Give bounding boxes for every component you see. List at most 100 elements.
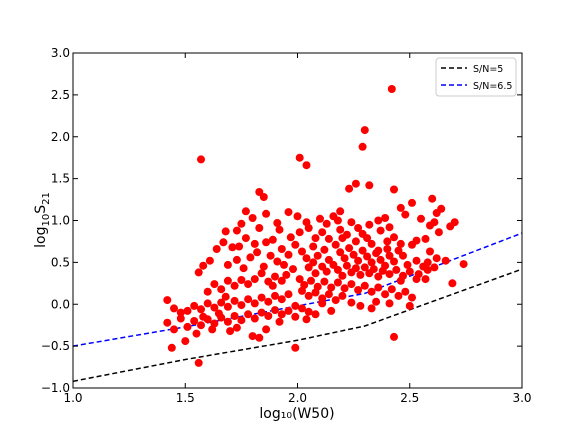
data-point bbox=[459, 260, 468, 269]
data-point bbox=[354, 224, 363, 232]
data-point bbox=[304, 307, 313, 316]
data-point bbox=[322, 267, 331, 276]
data-point bbox=[255, 333, 264, 342]
data-point bbox=[399, 251, 407, 260]
data-point bbox=[241, 207, 250, 216]
data-point bbox=[291, 343, 300, 352]
data-point bbox=[396, 203, 405, 212]
data-point bbox=[167, 343, 176, 352]
data-point bbox=[170, 325, 178, 334]
data-point bbox=[277, 295, 286, 304]
data-point bbox=[273, 219, 282, 227]
data-point bbox=[434, 228, 443, 237]
data-point bbox=[345, 244, 354, 253]
data-point bbox=[295, 153, 304, 162]
data-point bbox=[277, 245, 286, 253]
data-point bbox=[385, 270, 394, 279]
data-point bbox=[401, 287, 410, 296]
data-point bbox=[223, 276, 232, 285]
y-axis-label: log10S21 bbox=[33, 192, 52, 248]
data-point bbox=[390, 233, 398, 242]
data-point bbox=[282, 270, 291, 279]
data-point bbox=[280, 260, 288, 269]
data-point bbox=[417, 214, 425, 223]
data-point bbox=[329, 212, 338, 221]
legend: S/N=5 S/N=6.5 bbox=[435, 57, 517, 97]
data-point bbox=[338, 291, 347, 300]
data-point bbox=[367, 239, 376, 248]
data-point bbox=[235, 242, 244, 251]
data-point bbox=[302, 161, 311, 170]
data-point bbox=[232, 323, 241, 332]
data-point bbox=[405, 267, 414, 276]
data-point bbox=[322, 219, 331, 228]
y-tick-label: 2.0 bbox=[51, 130, 70, 144]
data-point bbox=[298, 286, 306, 295]
data-point bbox=[358, 246, 367, 255]
data-point bbox=[333, 278, 342, 287]
data-point bbox=[183, 322, 192, 331]
data-point bbox=[197, 155, 205, 164]
x-axis-ticks: 1.0 1.5 2.0 2.5 3.0 bbox=[63, 53, 532, 405]
data-point bbox=[318, 228, 327, 237]
data-point bbox=[217, 285, 226, 294]
data-point bbox=[248, 332, 257, 341]
y-tick-label: 0.5 bbox=[51, 255, 70, 269]
data-point bbox=[284, 306, 293, 315]
data-point bbox=[271, 306, 279, 315]
data-points bbox=[163, 85, 468, 367]
data-point bbox=[244, 295, 253, 304]
data-point bbox=[289, 265, 297, 274]
data-point bbox=[336, 207, 345, 216]
data-point bbox=[372, 249, 381, 258]
data-point bbox=[237, 276, 246, 284]
data-point bbox=[232, 226, 241, 235]
data-point bbox=[208, 325, 217, 334]
data-point bbox=[262, 238, 271, 247]
data-point bbox=[421, 234, 430, 243]
data-point bbox=[408, 293, 416, 302]
sn5-line bbox=[72, 268, 523, 383]
data-point bbox=[401, 210, 410, 219]
data-point bbox=[226, 327, 235, 336]
data-point bbox=[313, 251, 322, 260]
data-point bbox=[257, 293, 266, 302]
data-point bbox=[349, 250, 358, 259]
data-point bbox=[324, 290, 333, 299]
y-tick-label: 1.0 bbox=[51, 214, 70, 228]
data-point bbox=[228, 243, 237, 252]
data-point bbox=[232, 255, 241, 264]
data-point bbox=[340, 284, 349, 293]
data-point bbox=[302, 254, 311, 263]
data-point bbox=[264, 297, 273, 306]
data-point bbox=[304, 291, 313, 300]
data-point bbox=[291, 312, 300, 321]
data-point bbox=[190, 317, 199, 325]
y-tick-label: −1.0 bbox=[41, 381, 70, 395]
data-point bbox=[351, 237, 360, 246]
data-point bbox=[428, 194, 437, 203]
data-point bbox=[327, 283, 336, 292]
data-point bbox=[163, 318, 172, 327]
data-point bbox=[336, 248, 345, 257]
data-point bbox=[396, 239, 405, 248]
data-point bbox=[446, 222, 455, 231]
data-point bbox=[257, 269, 266, 278]
data-point bbox=[277, 310, 286, 319]
data-point bbox=[383, 245, 392, 253]
data-point bbox=[365, 220, 374, 229]
data-point bbox=[320, 245, 329, 254]
data-point bbox=[194, 268, 203, 277]
data-point bbox=[376, 226, 385, 235]
data-point bbox=[412, 275, 421, 284]
x-axis-label: log₁₀(W50) bbox=[259, 406, 334, 422]
data-point bbox=[396, 276, 405, 285]
data-point bbox=[367, 304, 376, 313]
data-point bbox=[298, 247, 306, 256]
data-point bbox=[381, 290, 390, 299]
data-point bbox=[223, 317, 232, 326]
data-point bbox=[255, 224, 264, 232]
data-point bbox=[347, 298, 356, 307]
data-point bbox=[318, 299, 327, 308]
data-point bbox=[324, 234, 333, 243]
